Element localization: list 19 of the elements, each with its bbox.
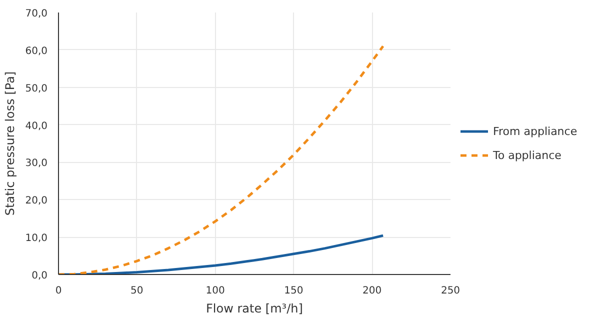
- y-tick-label: 20,0: [25, 196, 48, 207]
- x-axis-title: Flow rate [m³/h]: [206, 302, 303, 316]
- x-tick-label: 150: [284, 286, 304, 296]
- x-tick-label: 50: [130, 286, 144, 296]
- legend-label: To appliance: [493, 148, 562, 162]
- y-tick-label: 10,0: [25, 233, 48, 244]
- x-tick-label: 0: [55, 286, 62, 296]
- y-tick-label: 50,0: [25, 83, 48, 94]
- y-tick-label: 40,0: [25, 120, 48, 132]
- x-tick-label: 250: [440, 286, 460, 296]
- x-tick-label: 200: [362, 286, 382, 296]
- y-tick-label: 60,0: [25, 46, 48, 57]
- y-axis-title: Static pressure loss [Pa]: [3, 71, 18, 216]
- y-tick-label: 30,0: [25, 158, 48, 170]
- line-series: [58, 44, 384, 274]
- y-tick-label: 70,0: [25, 8, 48, 20]
- x-tick-label: 100: [206, 286, 225, 296]
- legend-label: From appliance: [493, 124, 578, 138]
- y-tick-label: 0,0: [32, 270, 48, 282]
